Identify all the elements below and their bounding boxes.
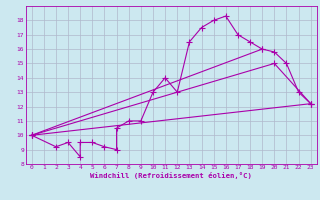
X-axis label: Windchill (Refroidissement éolien,°C): Windchill (Refroidissement éolien,°C) [90,172,252,179]
